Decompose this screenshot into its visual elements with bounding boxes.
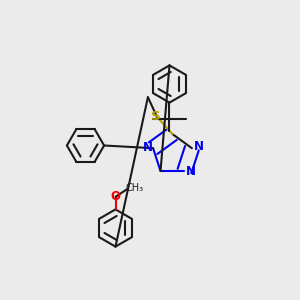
Text: S: S <box>151 110 161 123</box>
Text: CH₃: CH₃ <box>125 183 143 194</box>
Text: N: N <box>143 141 153 154</box>
Text: O: O <box>110 190 120 203</box>
Text: N: N <box>186 164 196 178</box>
Text: N: N <box>194 140 203 153</box>
